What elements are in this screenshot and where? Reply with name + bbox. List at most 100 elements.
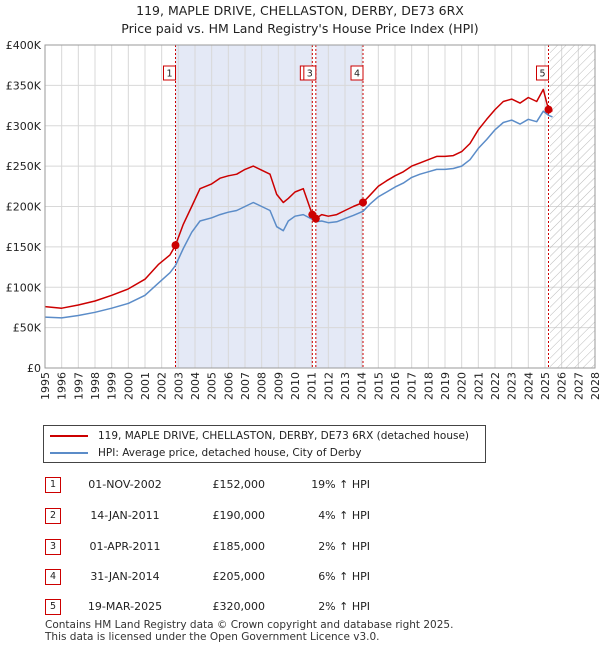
x-tick-label: 2023 [506, 372, 519, 400]
sale-point [171, 241, 180, 250]
x-tick-label: 2011 [306, 372, 319, 400]
sale-point [311, 214, 320, 223]
x-tick-label: 2013 [339, 372, 352, 400]
legend-label-hpi: HPI: Average price, detached house, City… [98, 447, 362, 459]
legend-item-hpi: HPI: Average price, detached house, City… [50, 445, 361, 461]
tx-hpi: 6% ↑ HPI [318, 570, 370, 583]
chart-title: 119, MAPLE DRIVE, CHELLASTON, DERBY, DE7… [136, 3, 464, 18]
x-tick-label: 2018 [422, 372, 435, 400]
y-tick-label: £150K [6, 241, 42, 254]
table-row: 1 01-NOV-2002 £152,000 19% ↑ HPI [0, 474, 600, 496]
y-tick-label: £0 [27, 362, 41, 375]
tx-hpi: 4% ↑ HPI [318, 509, 370, 522]
y-tick-label: £100K [6, 281, 42, 294]
x-tick-label: 2026 [556, 372, 569, 400]
sale-point [544, 105, 553, 114]
x-tick-label: 1998 [89, 372, 102, 400]
tx-date: 14-JAN-2011 [90, 509, 160, 522]
sale-label: 1 [166, 69, 172, 80]
sale-markers: 12345 [163, 65, 553, 250]
tx-number: 5 [45, 599, 61, 615]
table-row: 2 14-JAN-2011 £190,000 4% ↑ HPI [0, 505, 600, 527]
tx-price: £185,000 [212, 540, 266, 553]
x-tick-label: 2004 [189, 372, 202, 400]
y-tick-label: £350K [6, 79, 42, 92]
tx-hpi: 19% ↑ HPI [311, 478, 370, 491]
tx-date: 01-APR-2011 [89, 540, 161, 553]
x-tick-label: 2009 [272, 372, 285, 400]
forecast-region [550, 45, 595, 368]
table-row: 5 19-MAR-2025 £320,000 2% ↑ HPI [0, 596, 600, 618]
x-tick-label: 2025 [539, 372, 552, 400]
y-tick-label: £50K [13, 322, 42, 335]
tx-number: 2 [45, 508, 61, 524]
x-tick-label: 1996 [56, 372, 69, 400]
x-tick-label: 2021 [472, 372, 485, 400]
tx-hpi: 2% ↑ HPI [318, 600, 370, 613]
y-tick-label: £300K [6, 120, 42, 133]
x-tick-label: 2012 [322, 372, 335, 400]
forecast-hatch [550, 45, 595, 368]
legend-label-property: 119, MAPLE DRIVE, CHELLASTON, DERBY, DE7… [98, 430, 470, 442]
tx-number: 3 [45, 539, 61, 555]
x-tick-label: 2024 [522, 372, 535, 400]
legend-item-property: 119, MAPLE DRIVE, CHELLASTON, DERBY, DE7… [50, 428, 469, 444]
tx-hpi: 2% ↑ HPI [318, 540, 370, 553]
x-tick-label: 2022 [489, 372, 502, 400]
tx-price: £152,000 [212, 478, 266, 491]
x-tick-label: 2005 [206, 372, 219, 400]
x-tick-label: 1995 [39, 372, 52, 400]
x-tick-label: 2006 [222, 372, 235, 400]
x-tick-label: 2003 [172, 372, 185, 400]
y-tick-label: £200K [6, 201, 42, 214]
sale-label-box [350, 65, 364, 81]
series-line-hpi [44, 110, 553, 319]
x-tick-label: 2015 [372, 372, 385, 400]
legend-swatch-property [50, 435, 88, 437]
chart-subtitle: Price paid vs. HM Land Registry's House … [121, 21, 479, 36]
legend-swatch-hpi [50, 452, 88, 454]
tx-price: £190,000 [212, 509, 266, 522]
sale-label: 5 [539, 69, 545, 80]
x-tick-label: 2010 [289, 372, 302, 400]
x-tick-label: 1997 [72, 372, 85, 400]
tx-price: £320,000 [212, 600, 266, 613]
tx-date: 01-NOV-2002 [88, 478, 162, 491]
x-tick-label: 2027 [572, 372, 585, 400]
x-tick-label: 2014 [356, 372, 369, 400]
sale-vlines [175, 45, 549, 368]
tx-date: 19-MAR-2025 [87, 600, 163, 613]
x-tick-label: 2017 [406, 372, 419, 400]
axes: £0 £50K £100K £150K £200K £250K £300K £350K £400… [6, 39, 600, 400]
y-tick-label: £250K [6, 160, 42, 173]
footer-licence: This data is licensed under the Open Gov… [45, 631, 380, 643]
x-tick-label: 2020 [456, 372, 469, 400]
sale-label: 3 [307, 69, 313, 80]
table-row: 3 01-APR-2011 £185,000 2% ↑ HPI [0, 536, 600, 558]
price-chart: 12345 £0£50K£100K£150K£200K£250K£300K£35… [6, 39, 600, 400]
sale-label: 4 [354, 69, 360, 80]
x-tick-label: 2007 [239, 372, 252, 400]
sale-label-box [303, 65, 317, 81]
tx-number: 4 [45, 569, 61, 585]
series [44, 88, 553, 319]
x-tick-label: 2019 [439, 372, 452, 400]
x-tick-label: 1999 [106, 372, 119, 400]
table-row: 4 31-JAN-2014 £205,000 6% ↑ HPI [0, 566, 600, 588]
x-tick-label: 2028 [589, 372, 600, 400]
sale-point [359, 198, 367, 207]
sale-label-box [163, 65, 176, 81]
tx-price: £205,000 [212, 570, 266, 583]
x-tick-label: 2008 [256, 372, 269, 400]
y-tick-label: £400K [6, 39, 42, 52]
series-line-property [44, 88, 553, 309]
x-tick-label: 2000 [122, 372, 135, 400]
sale-label-box [536, 65, 549, 81]
x-tick-label: 2002 [156, 372, 169, 400]
legend: 119, MAPLE DRIVE, CHELLASTON, DERBY, DE7… [43, 425, 486, 463]
tx-number: 1 [45, 477, 61, 493]
plot-border [44, 44, 596, 369]
tx-date: 31-JAN-2014 [90, 570, 160, 583]
footer-copyright: Contains HM Land Registry data © Crown c… [45, 619, 454, 631]
x-tick-label: 2016 [389, 372, 402, 400]
